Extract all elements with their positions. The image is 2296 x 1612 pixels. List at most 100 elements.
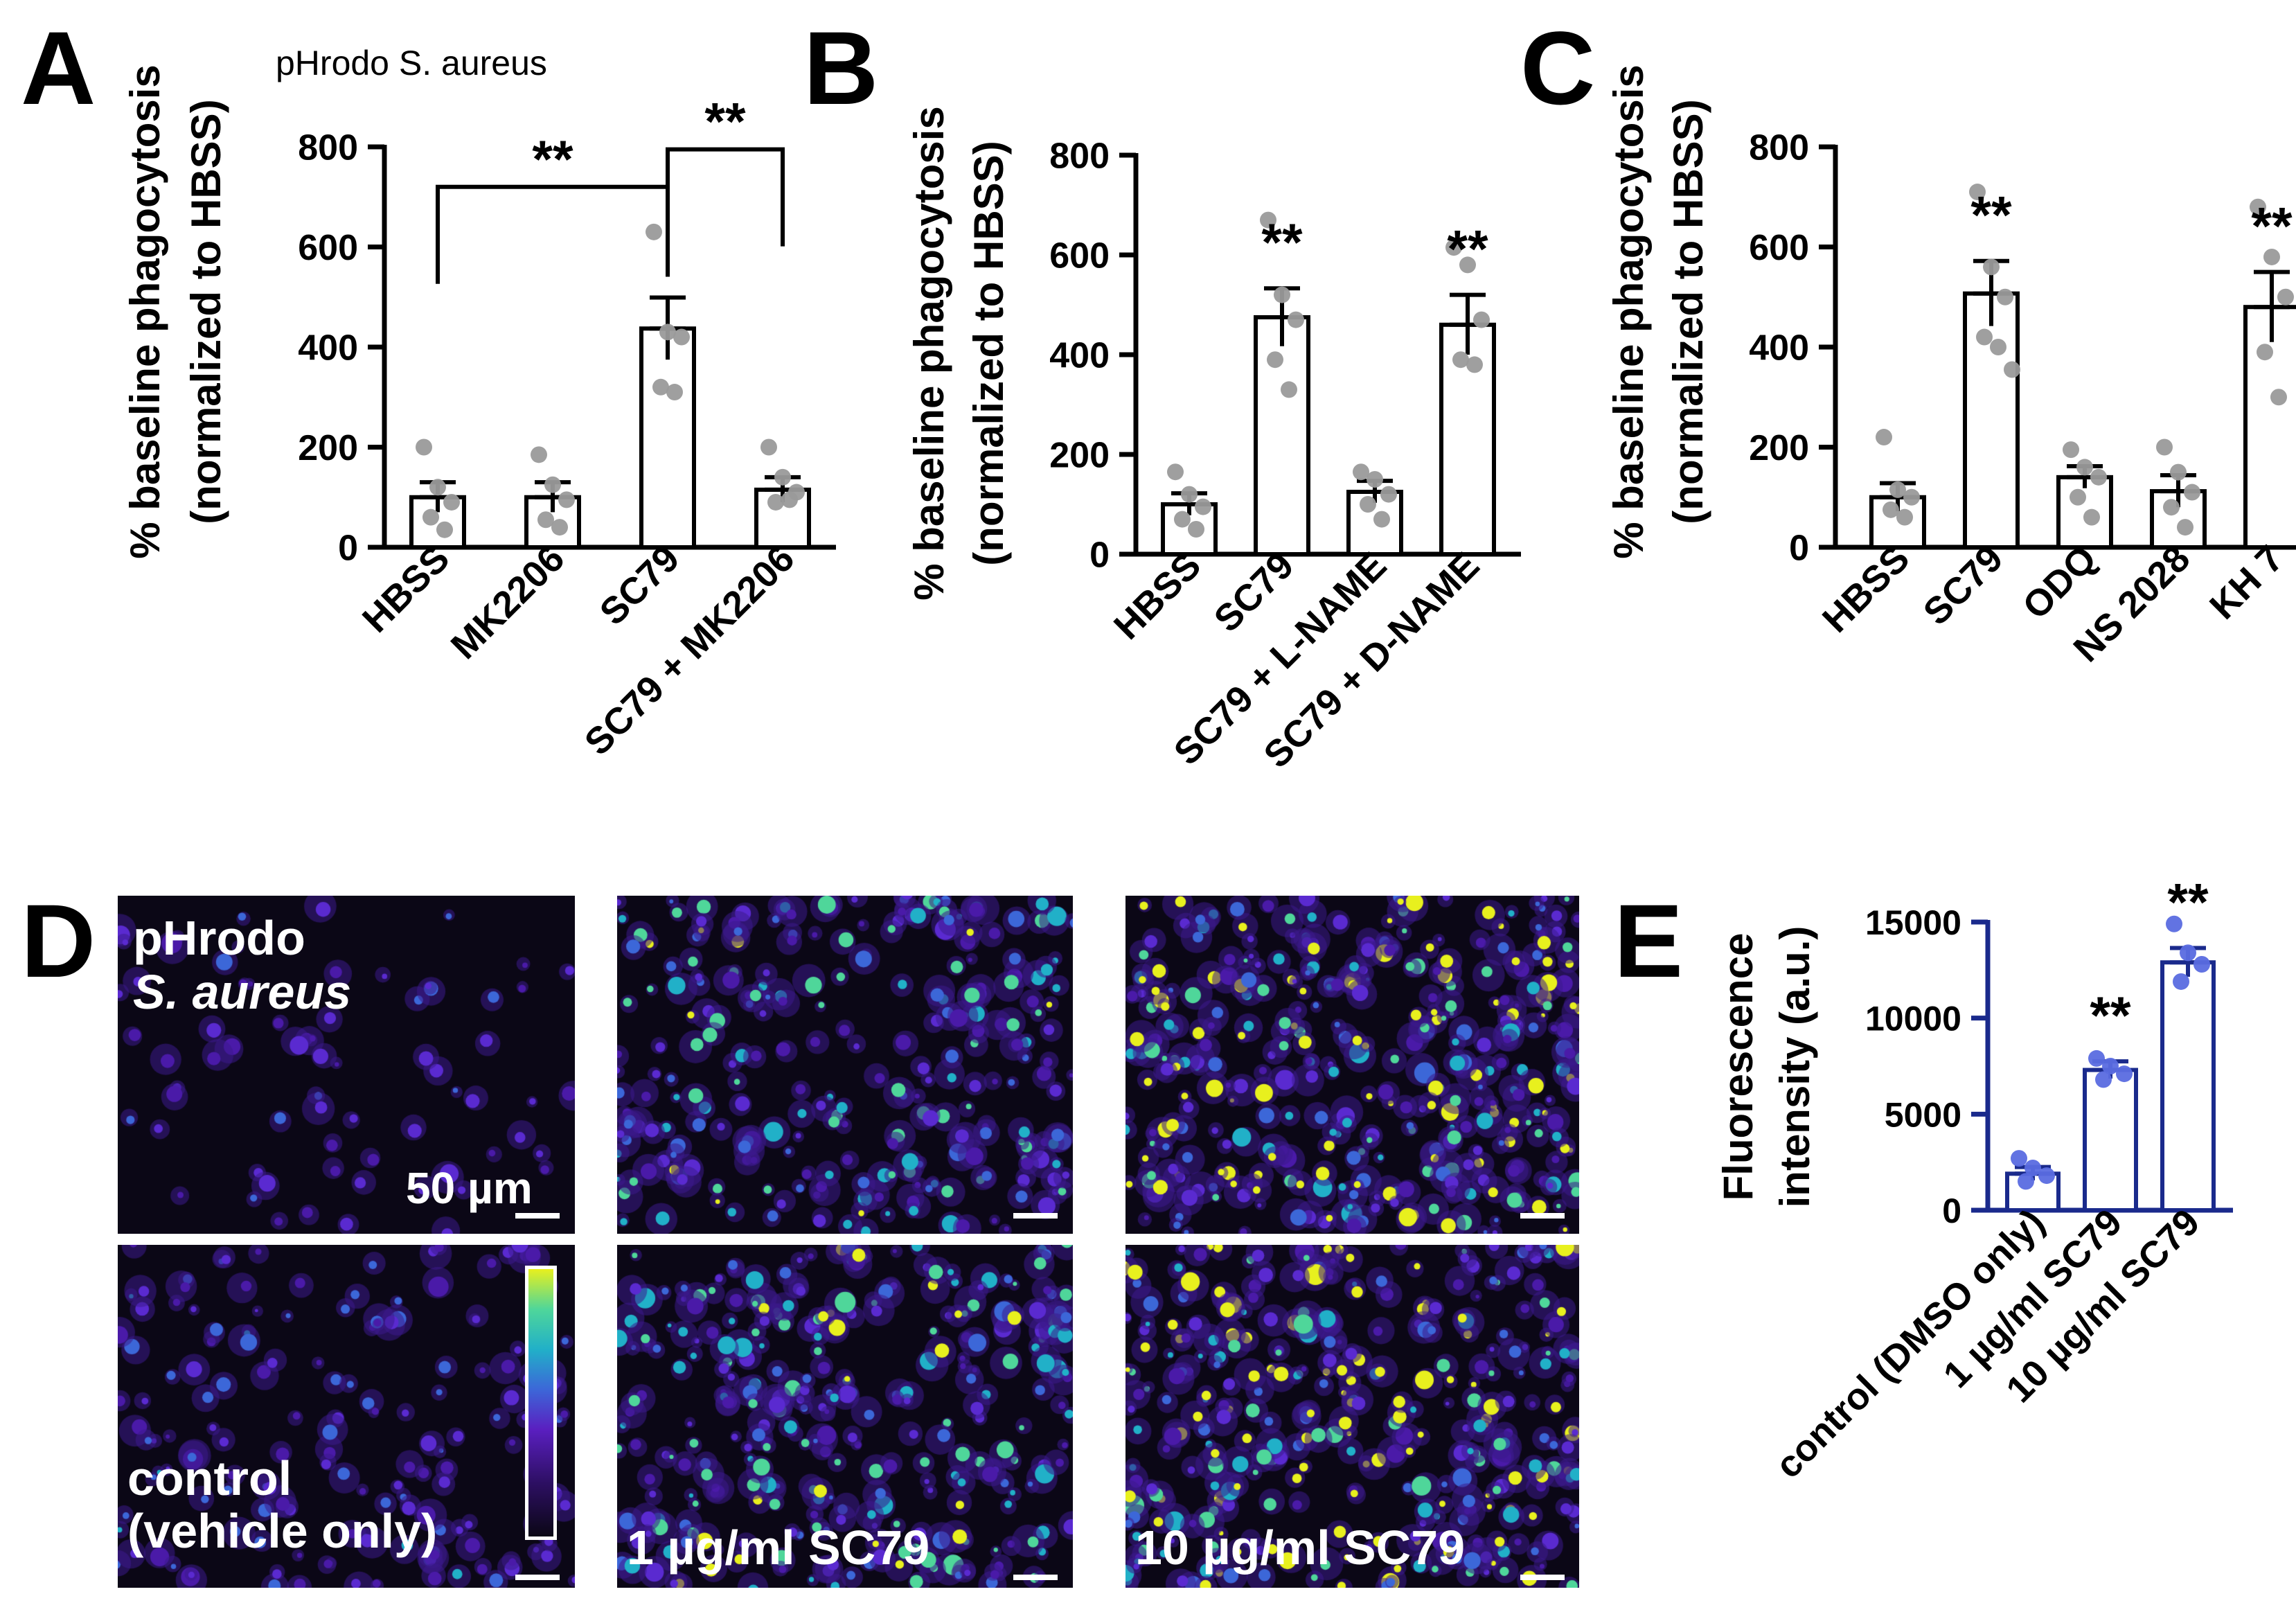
y-axis-label: % baseline phagocytosis [906, 106, 952, 601]
y-axis-label: (normalized to HBSS) [183, 99, 229, 524]
y-tick-label: 200 [298, 428, 358, 468]
data-point [2038, 1167, 2055, 1185]
data-point [2088, 1049, 2105, 1067]
y-tick-label: 0 [1789, 529, 1809, 569]
micrograph-canvas [118, 896, 575, 1234]
y-tick-label: 400 [1049, 336, 1110, 376]
y-tick-label: 400 [1749, 328, 1809, 369]
significance-stars: ** [2251, 197, 2293, 256]
data-point [443, 493, 460, 511]
data-point [646, 223, 662, 240]
data-point [2090, 468, 2107, 486]
data-point [2270, 389, 2287, 406]
micrograph-sc79-10-top [1125, 896, 1579, 1234]
data-point [2166, 915, 2182, 932]
chart-a: 0 200 400 600 800 % baseline phagocytosis (nor… [122, 64, 836, 763]
scale-bar [515, 1575, 560, 1580]
data-point [2116, 1065, 2133, 1083]
data-point [1969, 184, 1986, 201]
data-point [767, 493, 784, 511]
significance-stars: ** [1261, 213, 1303, 272]
data-point [1883, 501, 1899, 518]
micrograph-sc79-1-bottom: 1 µg/ml SC79 [617, 1245, 1073, 1588]
data-point [1445, 239, 1462, 256]
data-point [1990, 339, 2006, 355]
micrograph-condition-label: control (vehicle only) [127, 1451, 438, 1558]
data-point [1903, 488, 1920, 506]
data-point [659, 324, 676, 341]
bar [2056, 475, 2113, 549]
bar [2160, 960, 2216, 1212]
data-point [551, 519, 568, 536]
data-point [1174, 511, 1191, 528]
data-point [1281, 381, 1297, 398]
micrograph-canvas [617, 1245, 1073, 1588]
scale-bar [1520, 1213, 1565, 1219]
y-tick-label: 800 [1749, 128, 1809, 168]
category-label: MK2206 [443, 538, 573, 667]
y-axis-label: % baseline phagocytosis [122, 64, 168, 559]
data-point [558, 491, 575, 508]
y-axis-label: (normalized to HBSS) [965, 141, 1012, 565]
y-tick-label: 800 [1049, 136, 1110, 177]
micrograph-label-phrodo: pHrodo [133, 911, 305, 965]
data-point [1288, 311, 1304, 328]
data-point [1373, 511, 1390, 528]
y-tick-label: 600 [1749, 228, 1809, 268]
micrograph-sc79-1-top [617, 896, 1073, 1234]
significance-stars: ** [1970, 186, 2012, 245]
panel-letter-c: C [1520, 10, 1595, 126]
data-point [2250, 198, 2266, 215]
data-point [2263, 248, 2280, 265]
data-point [1195, 498, 1211, 515]
data-point [2070, 488, 2086, 506]
bar [2243, 305, 2296, 549]
data-point [2004, 361, 2020, 378]
data-point [1473, 311, 1490, 328]
micrograph-canvas [1125, 1245, 1579, 1588]
data-point [2018, 1173, 2034, 1190]
significance-bracket [666, 147, 785, 247]
micrograph-condition-label: 10 µg/ml SC79 [1135, 1521, 1466, 1575]
data-point [652, 378, 669, 396]
data-point [1167, 463, 1184, 481]
data-point [1466, 356, 1483, 373]
data-point [2063, 441, 2079, 459]
data-point [2024, 1159, 2041, 1176]
data-point [537, 511, 554, 529]
scale-bar [1013, 1575, 1058, 1580]
y-tick-label: 5000 [1885, 1095, 1961, 1134]
chart-e: 0 5000 10000 15000 Fluorescence intensity (a.… [1715, 873, 2233, 1487]
category-label: SC79 [592, 538, 688, 633]
data-point [1896, 508, 1913, 526]
data-point [2277, 288, 2294, 305]
y-tick-label: 600 [298, 228, 358, 268]
micrograph-canvas [1125, 896, 1579, 1234]
scale-bar-label: 50 µm [406, 1163, 533, 1213]
bar [2083, 1068, 2138, 1212]
data-point [1983, 258, 2000, 276]
y-tick-label: 400 [298, 328, 358, 369]
data-point [781, 491, 798, 508]
y-tick-label: 800 [298, 128, 358, 168]
data-point [1367, 471, 1383, 488]
category-label: SC79 [1916, 538, 2011, 633]
data-point [1889, 481, 1906, 498]
data-point [531, 446, 547, 463]
data-point [666, 384, 683, 401]
data-point [1452, 351, 1469, 369]
data-point [2170, 463, 2187, 481]
y-tick-label: 600 [1049, 236, 1110, 276]
micrograph-sc79-10-bottom: 10 µg/ml SC79 [1125, 1245, 1579, 1588]
data-point [2083, 508, 2100, 526]
scale-bar [1520, 1575, 1565, 1580]
chart-b: 0 200 400 600 800 % baseline phagocytosis (nor… [906, 106, 1521, 776]
data-point [2163, 499, 2180, 516]
data-point [2076, 459, 2093, 476]
significance-stars: ** [1447, 220, 1488, 279]
data-point [760, 439, 777, 456]
micrograph-label-species: S. aureus [133, 965, 352, 1019]
category-label: HBSS [1106, 544, 1209, 648]
data-point [1380, 486, 1397, 503]
